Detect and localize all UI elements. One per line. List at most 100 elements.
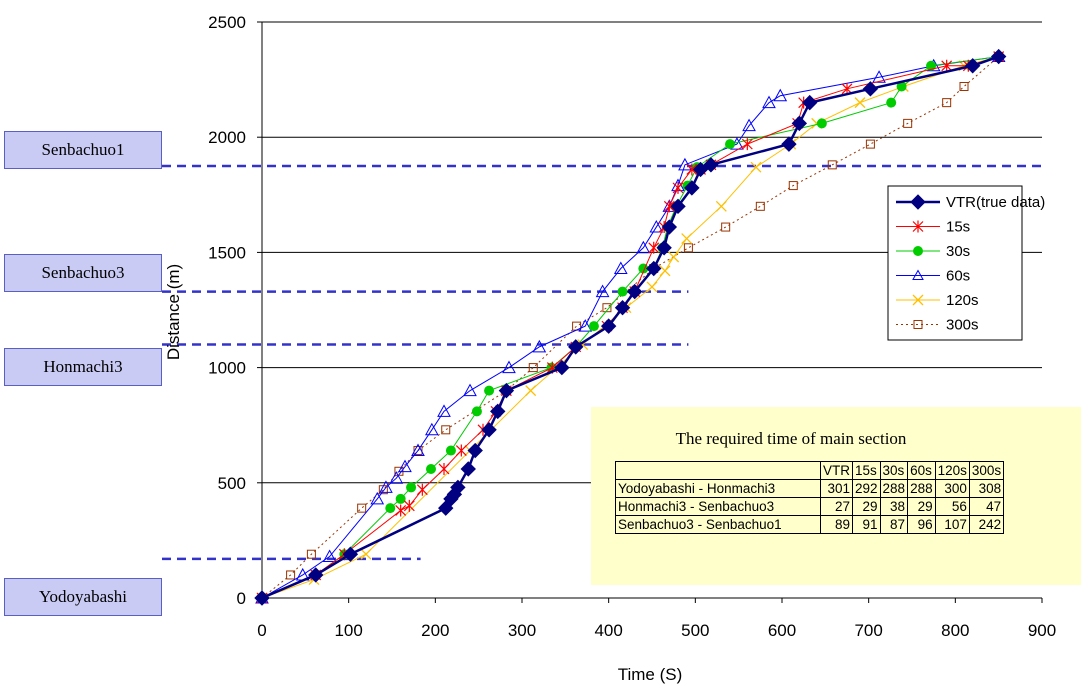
x-tick-label: 500 <box>681 621 709 640</box>
data-point <box>395 504 407 517</box>
value-cell: 47 <box>968 497 1005 516</box>
data-point <box>498 382 515 399</box>
data-point <box>595 284 610 298</box>
data-point <box>912 220 924 233</box>
data-point <box>683 243 693 253</box>
data-point <box>395 493 406 504</box>
data-point <box>484 385 495 396</box>
data-point <box>425 422 439 436</box>
data-point <box>416 483 428 496</box>
data-point <box>791 115 808 132</box>
data-point <box>886 97 897 108</box>
data-point <box>554 359 570 376</box>
legend: VTR(true data) 15s 30s 60s 120s 300s <box>887 185 1045 341</box>
legend-item: 15s <box>896 219 970 236</box>
data-point <box>912 269 924 280</box>
legend-label: 15s <box>946 219 970 236</box>
data-point <box>913 246 923 256</box>
y-tick-label: 500 <box>218 474 246 493</box>
data-point <box>455 444 467 457</box>
data-point <box>750 161 762 173</box>
data-point <box>990 48 1007 65</box>
x-tick-label: 200 <box>421 621 449 640</box>
table-header-cell: 15s <box>852 461 881 480</box>
required-time-title: The required time of main section <box>675 429 907 448</box>
data-point <box>741 138 753 151</box>
legend-box <box>887 185 1023 341</box>
y-tick-label: 0 <box>237 589 246 608</box>
data-point <box>721 222 731 232</box>
value-cell: 38 <box>879 497 909 516</box>
data-point <box>413 446 423 456</box>
station-label-yodoyabashi: Yodoyabashi <box>4 578 162 616</box>
data-point <box>773 88 788 102</box>
value-cell: 96 <box>907 515 936 534</box>
value-cell: 29 <box>907 497 936 516</box>
x-tick-label: 800 <box>941 621 969 640</box>
table-header-cell <box>615 461 821 480</box>
table-row: Yodoyabashi - Honmachi3 301 292 288 288 … <box>615 479 1005 498</box>
data-point <box>762 95 776 109</box>
data-point <box>959 82 969 92</box>
data-point <box>426 463 436 474</box>
table-row: Honmachi3 - Senbachuo3 27 29 38 29 56 47 <box>615 497 1005 516</box>
tick-labels: 0 500 1000 1500 2000 2500 0 100 200 300 400 500 600 7… <box>208 13 1056 640</box>
x-axis-title: Time (S) <box>618 665 683 684</box>
section-cell: Yodoyabashi - Honmachi3 <box>615 479 821 498</box>
legend-item: 60s <box>896 268 970 285</box>
data-point <box>600 318 617 334</box>
station-label-senbachuo3: Senbachuo3 <box>4 254 162 292</box>
data-point <box>668 251 680 263</box>
data-point <box>398 459 412 473</box>
legend-item: 30s <box>896 243 970 260</box>
legend-item: 300s <box>896 317 979 334</box>
data-point <box>450 479 466 496</box>
data-point <box>656 240 672 256</box>
series-vtr-true-data- <box>254 48 1007 606</box>
data-point <box>445 445 456 456</box>
value-cell: 288 <box>879 479 909 498</box>
data-point <box>502 360 516 374</box>
required-time-table: VTR 15s 30s 60s 120s 300s Yodoyabashi - … <box>615 461 1005 534</box>
table-header-cell: 120s <box>934 461 970 480</box>
data-point <box>578 319 593 332</box>
data-point <box>403 499 415 512</box>
data-point <box>964 58 981 74</box>
data-point <box>471 406 482 417</box>
data-point <box>686 163 698 176</box>
x-tick-label: 600 <box>768 621 796 640</box>
station-label-text: Senbachuo3 <box>41 263 125 282</box>
data-point <box>406 482 417 493</box>
data-point <box>463 383 477 397</box>
value-cell: 308 <box>968 479 1005 498</box>
x-tick-label: 700 <box>854 621 882 640</box>
data-point <box>525 385 537 397</box>
data-point <box>646 281 658 293</box>
station-label-text: Senbachuo1 <box>41 140 125 159</box>
legend-label: 120s <box>946 292 979 309</box>
data-point <box>663 200 675 213</box>
data-point <box>385 503 396 514</box>
data-point <box>441 425 451 435</box>
station-lines <box>162 164 1044 561</box>
y-tick-label: 2500 <box>208 13 246 32</box>
data-point <box>941 59 953 72</box>
data-point <box>613 261 628 275</box>
y-tick-label: 1000 <box>208 359 246 378</box>
data-point <box>649 220 664 233</box>
table-header-cell: 30s <box>879 461 909 480</box>
legend-label: VTR(true data) <box>946 194 1045 211</box>
data-point <box>661 219 678 235</box>
data-point <box>912 294 924 306</box>
data-point <box>617 286 628 297</box>
data-point <box>802 94 818 111</box>
data-point <box>742 118 756 132</box>
table-header-cell: 60s <box>907 461 936 480</box>
data-point <box>684 180 700 196</box>
series-300s <box>257 52 1004 603</box>
data-point <box>725 139 735 150</box>
data-point <box>681 233 693 245</box>
axes <box>257 21 1043 603</box>
data-point <box>308 567 324 583</box>
data-point <box>648 241 660 254</box>
